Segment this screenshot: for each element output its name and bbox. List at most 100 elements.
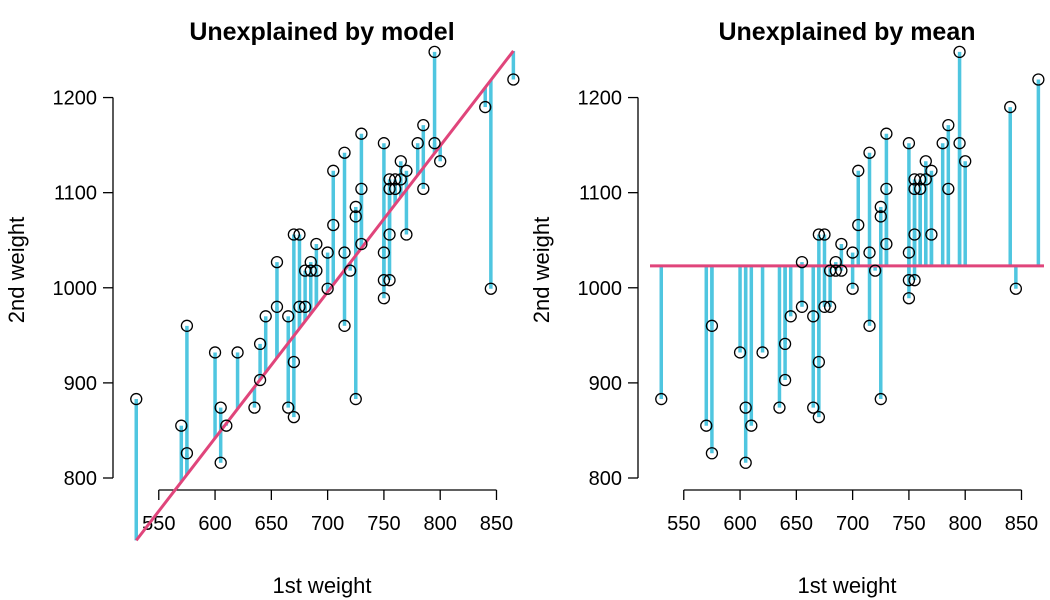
data-point (880, 127, 893, 140)
data-point (417, 118, 430, 132)
data-point (287, 355, 301, 369)
y-tick-label: 1000 (53, 278, 98, 300)
data-point (914, 182, 927, 196)
panel-mean: Unexplained by mean 1st weight 2nd weigh… (529, 18, 1045, 598)
y-tick-label: 800 (64, 468, 97, 490)
data-point (756, 346, 769, 359)
data-point (1032, 73, 1045, 86)
data-point (795, 300, 809, 313)
data-point (304, 255, 317, 269)
data-point (942, 182, 955, 196)
data-point (338, 319, 351, 332)
data-point (282, 401, 295, 414)
data-point (835, 264, 848, 277)
data-point (248, 401, 261, 414)
data-point (180, 447, 194, 460)
data-point (411, 137, 424, 150)
data-points (655, 45, 1045, 469)
data-point (394, 155, 407, 168)
data-point (377, 246, 391, 259)
data-point (733, 346, 747, 359)
panel-model: Unexplained by model 1st weight 2nd weig… (4, 18, 520, 598)
y-tick-label: 900 (589, 373, 622, 395)
data-point (936, 137, 949, 150)
x-tick-label: 700 (311, 513, 344, 535)
data-point (953, 45, 966, 59)
data-point (214, 456, 227, 469)
data-point (220, 419, 233, 432)
data-point (394, 173, 407, 186)
y-axis: 800 900 1000 1100 1200 (578, 88, 639, 490)
data-point (655, 392, 668, 406)
data-point (355, 182, 368, 196)
data-point (253, 337, 267, 351)
data-point (829, 264, 842, 277)
data-point (863, 246, 876, 259)
data-point (327, 218, 340, 232)
y-tick-label: 1200 (53, 88, 98, 110)
data-point (377, 137, 391, 150)
data-point (327, 164, 340, 177)
x-tick-label: 600 (198, 513, 231, 535)
data-point (812, 355, 826, 369)
data-point (829, 255, 842, 269)
data-point (270, 300, 284, 313)
data-point (377, 274, 391, 287)
x-tick-label: 550 (142, 513, 175, 535)
data-point (180, 319, 194, 332)
data-point (700, 419, 713, 432)
data-point (310, 237, 323, 251)
data-point (349, 392, 362, 406)
chart-title: Unexplained by mean (718, 18, 975, 46)
data-point (908, 274, 921, 287)
data-point (321, 246, 334, 259)
data-point (739, 456, 752, 469)
data-point (812, 228, 826, 241)
x-tick-label: 600 (723, 513, 756, 535)
data-points (130, 45, 520, 469)
x-tick-label: 800 (949, 513, 982, 535)
data-point (959, 155, 972, 168)
data-point (389, 182, 402, 196)
data-point (835, 237, 848, 251)
data-point (773, 401, 786, 414)
data-point (507, 73, 520, 86)
data-point (484, 282, 498, 295)
data-point (863, 319, 876, 332)
data-point (908, 182, 921, 196)
data-point (428, 137, 441, 150)
data-point (259, 310, 272, 323)
data-point (925, 164, 938, 177)
data-point (287, 410, 301, 424)
data-point (383, 228, 396, 241)
reference-line-group (135, 50, 515, 542)
data-point (377, 292, 391, 305)
x-tick-label: 700 (836, 513, 869, 535)
x-axis: 550 600 650 700 750 800 850 (667, 489, 1038, 535)
data-point (874, 200, 887, 214)
data-point (214, 401, 227, 414)
data-point (852, 218, 865, 232)
data-point (705, 447, 719, 460)
data-point (902, 246, 916, 259)
regression-line (135, 50, 515, 542)
data-point (253, 373, 267, 387)
data-point (287, 228, 301, 241)
data-point (863, 146, 876, 159)
data-point (902, 292, 916, 305)
data-point (349, 200, 362, 214)
data-point (282, 310, 295, 323)
data-point (942, 118, 955, 132)
data-point (310, 264, 323, 277)
data-point (812, 410, 826, 424)
x-tick-label: 850 (1005, 513, 1038, 535)
y-tick-label: 900 (64, 373, 97, 395)
data-point (338, 146, 351, 159)
data-point (383, 182, 396, 196)
data-point (355, 127, 368, 140)
residual-segments (659, 51, 1041, 463)
data-point (745, 419, 758, 432)
data-point (434, 155, 447, 168)
y-tick-label: 1000 (578, 278, 623, 300)
x-tick-label: 650 (780, 513, 813, 535)
